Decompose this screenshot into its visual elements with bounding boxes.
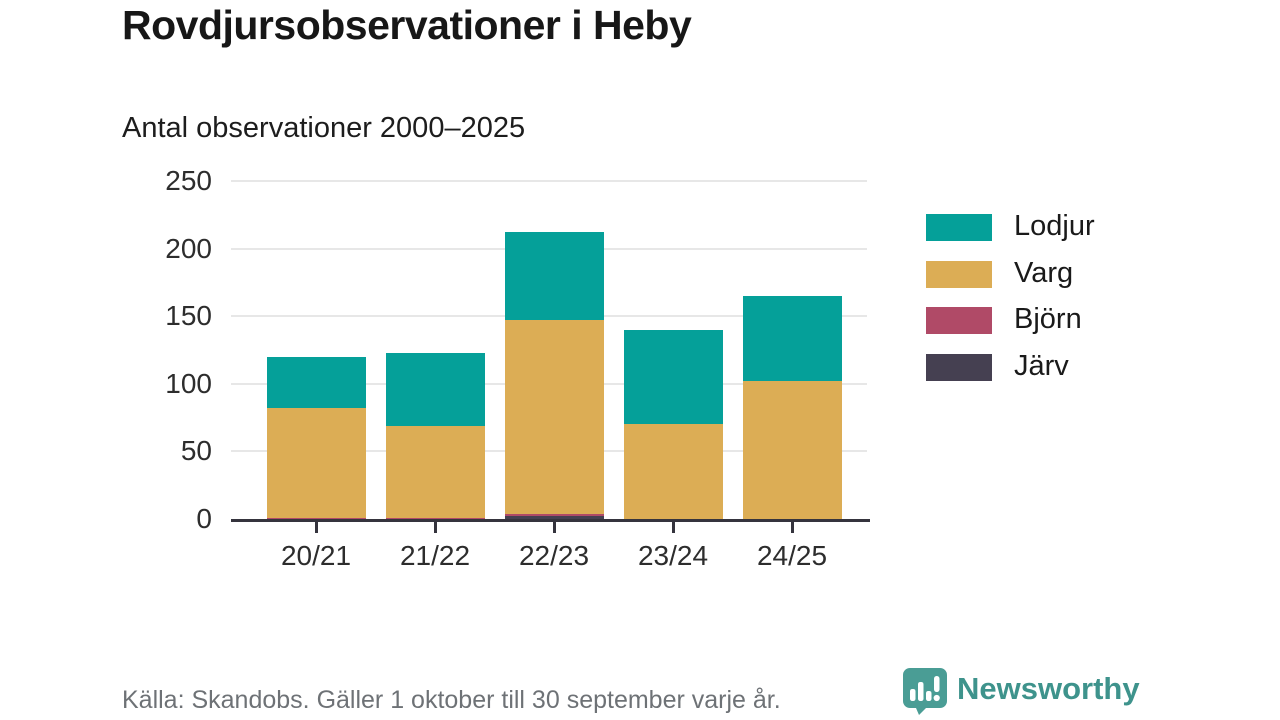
x-tick-label: 20/21 (280, 540, 352, 571)
y-tick-label: 200 (165, 232, 212, 264)
bar-segment-varg-23/24 (623, 424, 723, 519)
legend-swatch-varg (926, 260, 992, 288)
x-axis-line (231, 519, 870, 522)
legend-swatch-björn (926, 307, 992, 334)
chart-subtitle: Antal observationer 2000–2025 (122, 112, 526, 144)
bar-segment-varg-24/25 (742, 381, 842, 519)
x-tick-label: 24/25 (756, 540, 828, 571)
legend-label: Varg (1014, 256, 1074, 289)
chart-title: Rovdjursobservationer i Heby (122, 2, 692, 48)
x-axis-tick (315, 522, 318, 533)
x-axis-tick (553, 522, 556, 533)
source-note: Källa: Skandobs. Gäller 1 oktober till 3… (122, 686, 781, 714)
x-axis-tick (791, 522, 794, 533)
bar-segment-varg-21/22 (385, 425, 485, 518)
bar-segment-lodjur-22/23 (504, 232, 604, 321)
y-tick-label: 50 (180, 435, 212, 467)
y-tick-label: 150 (165, 300, 212, 332)
newsworthy-logo-icon (900, 665, 950, 720)
bar-segment-björn-20/21 (266, 517, 366, 519)
bar-segment-varg-22/23 (504, 320, 604, 514)
legend-label: Björn (1014, 303, 1082, 335)
bar-segment-järv-22/23 (504, 516, 604, 519)
bar-segment-björn-21/22 (385, 517, 485, 519)
bar-segment-lodjur-24/25 (742, 295, 842, 382)
bar-segment-lodjur-20/21 (266, 356, 366, 409)
x-tick-label: 23/24 (637, 540, 709, 571)
legend-swatch-järv (926, 353, 992, 381)
bar-segment-lodjur-21/22 (385, 352, 485, 426)
legend-label: Järv (1014, 349, 1069, 382)
y-tick-label: 0 (196, 503, 212, 534)
bar-segment-björn-22/23 (504, 513, 604, 517)
x-tick-label: 22/23 (518, 540, 590, 571)
brand-name: Newsworthy (957, 671, 1140, 706)
y-tick-label: 250 (165, 165, 212, 196)
bar-segment-varg-20/21 (266, 408, 366, 518)
y-tick-label: 100 (165, 367, 212, 399)
legend-swatch-lodjur (926, 214, 992, 241)
bar-segment-lodjur-23/24 (623, 329, 723, 425)
gridline-250 (231, 180, 867, 182)
x-tick-label: 21/22 (399, 540, 471, 571)
legend-label: Lodjur (1014, 210, 1095, 242)
x-axis-tick (672, 522, 675, 533)
x-axis-tick (434, 522, 437, 533)
